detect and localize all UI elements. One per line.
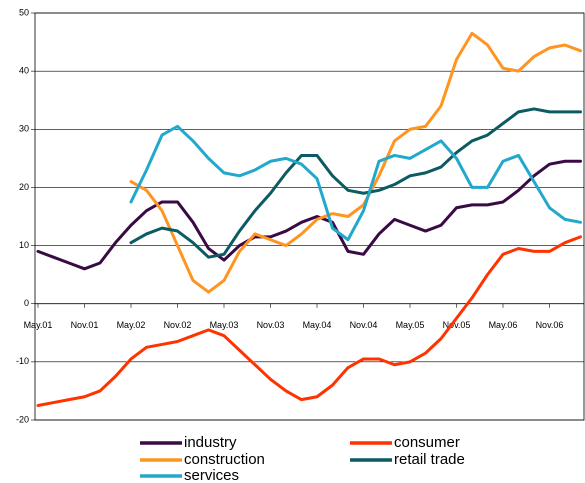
y-tick-label: 20: [19, 182, 29, 192]
x-tick-label: May.02: [117, 320, 146, 330]
x-tick-label: May.03: [210, 320, 239, 330]
x-tick-label: May.01: [24, 320, 53, 330]
x-tick-label: Nov.04: [350, 320, 378, 330]
y-tick-label: -20: [16, 414, 29, 424]
series-line: [129, 107, 582, 259]
y-tick-label: 0: [24, 298, 29, 308]
x-tick-label: Nov.03: [257, 320, 285, 330]
series-line: [36, 235, 582, 407]
legend-label: construction: [184, 451, 265, 468]
x-tick-label: Nov.01: [71, 320, 99, 330]
legend-label: industry: [184, 434, 237, 451]
x-tick-label: May.04: [303, 320, 332, 330]
plot-area: [34, 12, 585, 421]
y-tick-label: 40: [19, 66, 29, 76]
legend-label: consumer: [394, 434, 460, 451]
legend-label: retail trade: [394, 451, 465, 468]
legend-label: services: [184, 467, 239, 483]
x-tick-label: Nov.06: [536, 320, 564, 330]
x-tick-label: Nov.05: [443, 320, 471, 330]
y-tick-label: 30: [19, 124, 29, 134]
y-tick-label: 50: [19, 7, 29, 17]
series-line: [129, 124, 582, 242]
y-tick-label: -10: [16, 356, 29, 366]
x-tick-label: Nov.02: [164, 320, 192, 330]
x-tick-label: May.05: [396, 320, 425, 330]
series-line: [129, 31, 582, 294]
series-line: [36, 159, 582, 271]
x-tick-label: May.06: [489, 320, 518, 330]
y-tick-label: 10: [19, 240, 29, 250]
